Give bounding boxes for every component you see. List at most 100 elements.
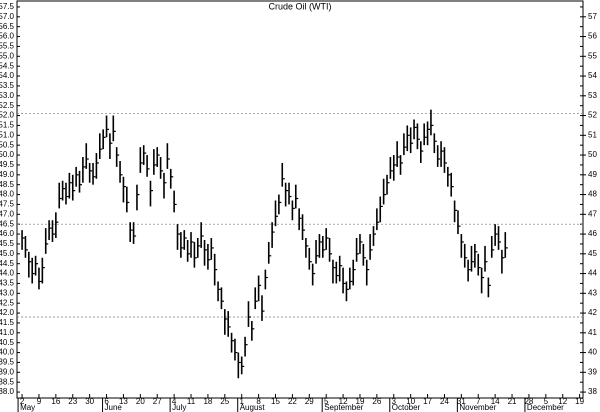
x-tick-label: 20 xyxy=(136,397,145,406)
y-tick-label: 57.0 xyxy=(0,12,15,21)
x-tick-label: 6 xyxy=(104,397,109,406)
y-tick-label: 40.0 xyxy=(0,348,15,357)
y2-tick-label: 56 xyxy=(588,32,597,41)
y2-tick-label: 54 xyxy=(588,71,597,80)
x-tick-label: 27 xyxy=(153,397,162,406)
x-tick-label: 12 xyxy=(558,397,567,406)
y2-tick-label: 44 xyxy=(588,269,597,278)
month-label: September xyxy=(324,403,363,412)
y-tick-label: 47.0 xyxy=(0,209,15,218)
month-label: July xyxy=(172,403,186,412)
y-tick-label: 42.0 xyxy=(0,308,15,317)
y2-tick-label: 57 xyxy=(588,12,597,21)
x-tick-label: 25 xyxy=(220,397,229,406)
y-tick-label: 45.5 xyxy=(0,239,15,248)
x-tick-label: 10 xyxy=(406,397,415,406)
y-tick-label: 44.0 xyxy=(0,269,15,278)
y2-tick-label: 49 xyxy=(588,170,597,179)
y-tick-label: 46.0 xyxy=(0,229,15,238)
month-label: August xyxy=(240,403,266,412)
y-tick-label: 48.0 xyxy=(0,190,15,199)
y-tick-label: 43.0 xyxy=(0,288,15,297)
x-tick-label: 21 xyxy=(508,397,517,406)
y-tick-label: 45.0 xyxy=(0,249,15,258)
x-tick-label: 14 xyxy=(491,397,500,406)
month-label: December xyxy=(527,403,564,412)
y-tick-label: 48.5 xyxy=(0,180,15,189)
y-tick-label: 53.5 xyxy=(0,81,15,90)
x-tick-label: 17 xyxy=(423,397,432,406)
x-tick-label: 28 xyxy=(524,397,533,406)
x-tick-label: 23 xyxy=(68,397,77,406)
y-tick-label: 51.5 xyxy=(0,121,15,130)
y2-tick-label: 53 xyxy=(588,91,597,100)
y-tick-label: 55.5 xyxy=(0,42,15,51)
x-tick-label: 12 xyxy=(339,397,348,406)
y-tick-label: 38.0 xyxy=(0,387,15,396)
x-tick-label: 7 xyxy=(476,397,481,406)
y-tick-label: 55.0 xyxy=(0,51,15,60)
chart-title: Crude Oil (WTI) xyxy=(269,1,332,11)
plot-frame xyxy=(16,0,584,399)
y-tick-label: 51.0 xyxy=(0,130,15,139)
y-tick-label: 46.5 xyxy=(0,219,15,228)
month-label: November xyxy=(459,403,496,412)
y2-tick-label: 42 xyxy=(588,308,597,317)
y-tick-label: 40.5 xyxy=(0,338,15,347)
x-tick-label: 26 xyxy=(372,397,381,406)
y2-tick-label: 55 xyxy=(588,51,597,60)
x-tick-label: 22 xyxy=(288,397,297,406)
y-tick-label: 53.0 xyxy=(0,91,15,100)
x-tick-label: 18 xyxy=(203,397,212,406)
y2-tick-label: 38 xyxy=(588,387,597,396)
month-label: October xyxy=(392,403,421,412)
y-tick-label: 41.0 xyxy=(0,328,15,337)
x-tick-label: 15 xyxy=(271,397,280,406)
y2-tick-label: 41 xyxy=(588,328,597,337)
x-tick-label: 5 xyxy=(544,397,549,406)
x-tick-label: 29 xyxy=(305,397,314,406)
x-tick-label: 31 xyxy=(457,397,466,406)
x-tick-label: 5 xyxy=(324,397,329,406)
y-tick-label: 52.5 xyxy=(0,101,15,110)
x-tick-label: 19 xyxy=(575,397,584,406)
x-tick-label: 30 xyxy=(85,397,94,406)
y-tick-label: 49.0 xyxy=(0,170,15,179)
y2-tick-label: 50 xyxy=(588,150,597,159)
y2-tick-label: 39 xyxy=(588,367,597,376)
y-tick-label: 42.5 xyxy=(0,298,15,307)
y-tick-label: 56.0 xyxy=(0,32,15,41)
y-tick-label: 44.5 xyxy=(0,259,15,268)
y2-tick-label: 48 xyxy=(588,190,597,199)
x-tick-label: 9 xyxy=(37,397,42,406)
y2-tick-label: 52 xyxy=(588,111,597,120)
y-tick-label: 54.5 xyxy=(0,61,15,70)
y-tick-label: 50.0 xyxy=(0,150,15,159)
y2-tick-label: 47 xyxy=(588,209,597,218)
y-tick-label: 50.5 xyxy=(0,140,15,149)
y2-tick-label: 45 xyxy=(588,249,597,258)
x-tick-label: 16 xyxy=(51,397,60,406)
y-tick-label: 41.5 xyxy=(0,318,15,327)
x-tick-label: 3 xyxy=(392,397,397,406)
x-tick-label: 8 xyxy=(256,397,261,406)
y-tick-label: 49.5 xyxy=(0,160,15,169)
y-tick-label: 57.5 xyxy=(0,2,15,11)
x-tick-label: 13 xyxy=(119,397,128,406)
month-label: May xyxy=(20,403,35,412)
x-tick-label: 19 xyxy=(356,397,365,406)
month-label: June xyxy=(105,403,123,412)
x-tick-label: 2 xyxy=(20,397,25,406)
x-tick-label: 11 xyxy=(187,397,196,406)
y2-tick-label: 40 xyxy=(588,348,597,357)
y-tick-label: 52.0 xyxy=(0,111,15,120)
y-tick-label: 43.5 xyxy=(0,279,15,288)
x-tick-label: 24 xyxy=(440,397,449,406)
y-tick-label: 38.5 xyxy=(0,377,15,386)
y2-tick-label: 46 xyxy=(588,229,597,238)
y-tick-label: 54.0 xyxy=(0,71,15,80)
y2-tick-label: 43 xyxy=(588,288,597,297)
y-tick-label: 39.5 xyxy=(0,358,15,367)
x-tick-label: 4 xyxy=(172,397,177,406)
